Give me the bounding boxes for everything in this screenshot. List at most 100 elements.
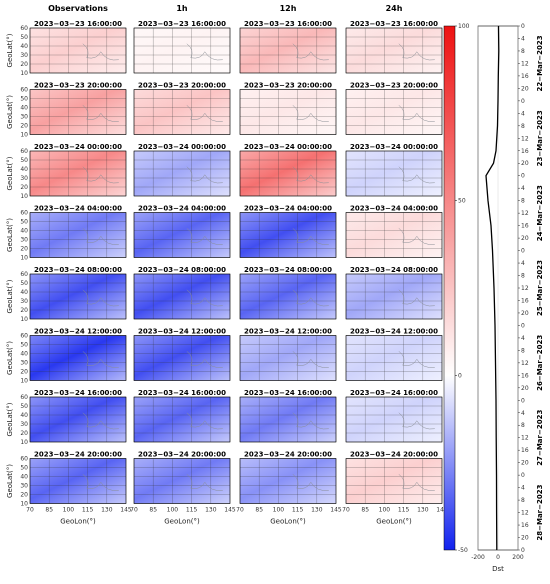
heatmap-panel: 2023−03−24 12:00:00 — [239, 328, 337, 381]
x-tick-label: 100 — [379, 507, 391, 514]
hour-tick-label: 8 — [521, 273, 525, 280]
hour-tick-label: 8 — [521, 198, 525, 205]
hour-tick-label: 8 — [521, 422, 525, 429]
day-label: 27−Mar−2023 — [536, 410, 544, 466]
heatmap-field — [134, 397, 230, 442]
coastline — [82, 228, 119, 245]
x-tick-label: 100 — [167, 507, 179, 514]
panel-title: 2023−03−24 16:00:00 — [138, 389, 226, 397]
hour-tick-label: 12 — [521, 360, 529, 367]
colorbar-tick-label: 0 — [458, 372, 462, 379]
x-tick-label: 145 — [436, 507, 448, 514]
coastline — [398, 228, 435, 245]
y-axis-label: GeoLat(°) — [6, 156, 14, 190]
colorbar-tick-label: 50 — [458, 198, 466, 205]
y-tick-label: 50 — [20, 465, 28, 472]
dst-x-axis-label: Dst — [492, 565, 504, 573]
y-tick-label: 30 — [20, 483, 28, 490]
coastline — [398, 351, 435, 368]
y-tick-label: 40 — [20, 105, 28, 112]
y-tick-label: 30 — [20, 298, 28, 305]
coastline — [398, 43, 435, 61]
hour-tick-label: 12 — [521, 285, 529, 292]
heatmap-panel: 2023−03−24 20:00:00 70 85 100 115 130 145 GeoLo… — [236, 451, 342, 526]
x-axis-label: GeoLon(°) — [164, 518, 200, 526]
hour-tick-label: 20 — [521, 310, 529, 317]
heatmap-field — [30, 335, 126, 381]
x-tick-label: 130 — [311, 507, 323, 514]
heatmap-panel: 2023−03−24 12:00:00 — [133, 328, 231, 381]
heatmap-field — [30, 397, 126, 442]
panel-title: 2023−03−23 16:00:00 — [350, 20, 438, 28]
panel-title: 2023−03−24 12:00:00 — [138, 328, 226, 336]
heatmap-field — [240, 397, 336, 442]
coastline — [82, 412, 119, 430]
coastline — [292, 166, 329, 184]
heatmap-panel: 2023−03−24 20:00:00 10 20 30 40 50 60 GeoLat(°)… — [6, 451, 132, 526]
y-tick-label: 40 — [20, 474, 28, 481]
y-tick-label: 30 — [20, 175, 28, 182]
x-tick-label: 115 — [82, 507, 94, 514]
y-tick-label: 50 — [20, 280, 28, 287]
panel-title: 2023−03−24 04:00:00 — [244, 205, 332, 213]
heatmap-field — [134, 28, 230, 73]
hour-tick-label: 16 — [521, 522, 529, 529]
hour-tick-label: 16 — [521, 223, 529, 230]
y-tick-label: 20 — [20, 246, 28, 253]
x-tick-label: 85 — [149, 507, 157, 514]
heatmap-panel: 2023−03−24 04:00:00 — [345, 205, 443, 258]
dst-series-line — [485, 25, 500, 551]
hour-tick-label: 16 — [521, 372, 529, 379]
day-label: 28−Mar−2023 — [536, 484, 544, 540]
y-tick-label: 40 — [20, 289, 28, 296]
y-tick-label: 10 — [20, 439, 28, 446]
day-label: 23−Mar−2023 — [536, 110, 544, 166]
colorbar-tick-label: -50 — [458, 547, 468, 554]
panel-title: 2023−03−23 16:00:00 — [34, 20, 122, 28]
column-title: 1h — [176, 4, 188, 13]
heatmap-field — [240, 335, 336, 381]
x-tick-label: 145 — [224, 507, 236, 514]
y-tick-label: 60 — [20, 25, 28, 32]
y-axis-label: GeoLat(°) — [6, 95, 14, 129]
x-tick-label: 145 — [330, 507, 342, 514]
y-tick-label: 60 — [20, 394, 28, 401]
heatmap-panel: 2023−03−24 20:00:00 70 85 100 115 130 145 GeoLo… — [342, 451, 448, 526]
hour-tick-label: 20 — [521, 160, 529, 167]
panel-title: 2023−03−24 00:00:00 — [350, 143, 438, 151]
panel-title: 2023−03−24 00:00:00 — [138, 143, 226, 151]
heatmap-field — [240, 151, 336, 196]
coastline — [398, 166, 435, 184]
y-tick-label: 50 — [20, 342, 28, 349]
y-tick-label: 20 — [20, 492, 28, 499]
y-tick-label: 10 — [20, 132, 28, 139]
coastline — [292, 289, 329, 307]
x-tick-label: 85 — [255, 507, 263, 514]
y-axis-label: GeoLat(°) — [6, 33, 14, 67]
hour-tick-label: 4 — [521, 35, 525, 42]
heatmap-panel: 2023−03−24 00:00:00 — [239, 143, 337, 197]
x-tick-label: 115 — [292, 507, 304, 514]
hour-tick-label: 12 — [521, 510, 529, 517]
y-tick-label: 20 — [20, 369, 28, 376]
hour-tick-label: 20 — [521, 460, 529, 467]
panel-title: 2023−03−24 20:00:00 — [350, 451, 438, 459]
heatmap-field — [346, 397, 442, 442]
panel-title: 2023−03−23 16:00:00 — [244, 20, 332, 28]
hour-tick-label: 8 — [521, 497, 525, 504]
panel-title: 2023−03−24 12:00:00 — [244, 328, 332, 336]
y-axis-label: GeoLat(°) — [6, 218, 14, 252]
y-tick-label: 40 — [20, 412, 28, 419]
heatmap-field — [240, 28, 336, 73]
y-tick-label: 30 — [20, 114, 28, 121]
heatmap-panel: 2023−03−23 16:00:00 — [133, 20, 231, 74]
x-tick-label: 115 — [186, 507, 198, 514]
hour-tick-label: 20 — [521, 385, 529, 392]
heatmap-panel: 2023−03−24 16:00:00 — [133, 389, 231, 443]
y-tick-label: 30 — [20, 421, 28, 428]
heatmap-panel: 2023−03−24 04:00:00 10 20 30 40 50 60 GeoLat(°) — [6, 205, 127, 262]
y-tick-label: 10 — [20, 501, 28, 508]
hour-tick-label: 4 — [521, 110, 525, 117]
y-tick-label: 30 — [20, 52, 28, 59]
heatmap-panel: 2023−03−24 16:00:00 10 20 30 40 50 60 GeoLat(°) — [6, 389, 127, 446]
